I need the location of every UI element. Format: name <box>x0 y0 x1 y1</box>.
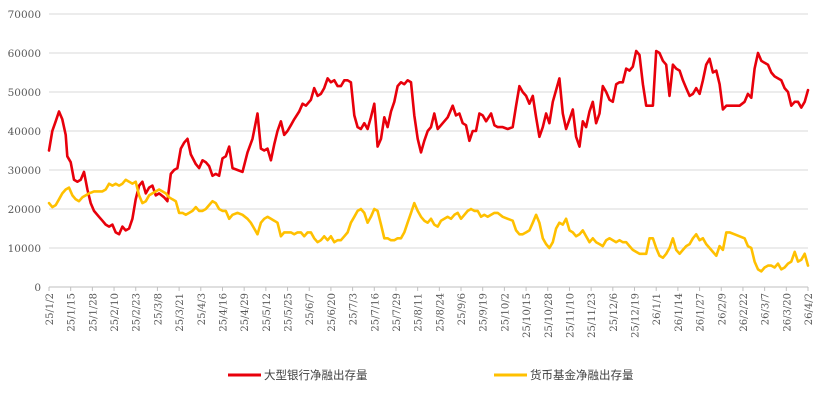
x-tick-label: 25/2/23 <box>132 293 143 332</box>
x-tick-label: 25/6/7 <box>305 293 316 325</box>
x-tick-label: 25/9/6 <box>457 293 468 325</box>
y-tick-label: 10000 <box>8 243 41 255</box>
x-tick-label: 25/10/2 <box>500 293 511 332</box>
y-tick-label: 40000 <box>8 126 41 138</box>
y-tick-label: 0 <box>34 282 41 294</box>
x-tick-label: 25/8/11 <box>414 293 425 332</box>
x-tick-label: 25/7/3 <box>349 293 360 325</box>
series-lines <box>47 49 810 273</box>
x-tick-label: 26/1/1 <box>652 293 663 325</box>
x-tick-label: 25/1/28 <box>88 293 99 332</box>
x-tick-label: 25/8/24 <box>435 293 446 332</box>
legend-label-0: 大型银行净融出存量 <box>264 368 368 382</box>
series-line-1 <box>47 178 810 273</box>
y-tick-label: 20000 <box>8 204 41 216</box>
y-tick-label: 70000 <box>8 9 41 21</box>
x-tick-label: 25/5/12 <box>262 293 273 332</box>
x-tick-label: 26/4/2 <box>804 293 815 325</box>
x-tick-label: 25/10/15 <box>522 293 533 338</box>
x-tick-label: 25/5/25 <box>284 293 295 332</box>
x-tick-label: 25/7/16 <box>370 293 381 332</box>
x-tick-label: 25/3/8 <box>153 293 164 325</box>
x-tick-label: 26/2/9 <box>717 293 728 325</box>
x-tick-label: 25/1/15 <box>67 293 78 332</box>
y-tick-label: 30000 <box>8 165 41 177</box>
x-tick-label: 25/4/29 <box>240 293 251 332</box>
x-tick-label: 26/3/7 <box>761 293 772 325</box>
legend: 大型银行净融出存量 货币基金净融出存量 <box>228 368 634 382</box>
x-tick-label: 26/1/14 <box>674 293 685 332</box>
x-tick-label: 25/12/6 <box>609 293 620 332</box>
y-axis-tick-labels: 0 10000 20000 30000 40000 50000 60000 70000 <box>8 9 41 294</box>
x-tick-label: 25/2/10 <box>110 293 121 332</box>
x-axis-tick-labels: 25/1/2 25/1/15 25/1/28 25/2/10 25/2/23 25/3/8… <box>45 293 815 338</box>
x-tick-label: 25/9/19 <box>479 293 490 332</box>
x-tick-label: 26/2/22 <box>739 293 750 332</box>
x-tick-label: 25/3/21 <box>175 293 186 332</box>
x-tick-label: 25/11/10 <box>565 293 576 338</box>
x-tick-label: 25/4/16 <box>218 293 229 332</box>
x-tick-label: 25/7/29 <box>392 293 403 332</box>
legend-label-1: 货币基金净融出存量 <box>530 368 634 382</box>
x-tick-label: 26/1/27 <box>696 293 707 332</box>
x-tick-label: 25/10/28 <box>544 293 555 338</box>
x-tick-label: 25/4/3 <box>197 293 208 325</box>
x-tick-label: 25/6/20 <box>327 293 338 332</box>
x-tick-label: 26/3/20 <box>782 293 793 332</box>
x-tick-label: 25/1/2 <box>45 293 56 325</box>
y-tick-label: 60000 <box>8 48 41 60</box>
series-line-0 <box>47 49 810 236</box>
x-tick-label: 25/11/23 <box>587 293 598 338</box>
x-axis <box>48 286 809 291</box>
y-tick-label: 50000 <box>8 87 41 99</box>
x-tick-label: 25/12/19 <box>631 293 642 338</box>
